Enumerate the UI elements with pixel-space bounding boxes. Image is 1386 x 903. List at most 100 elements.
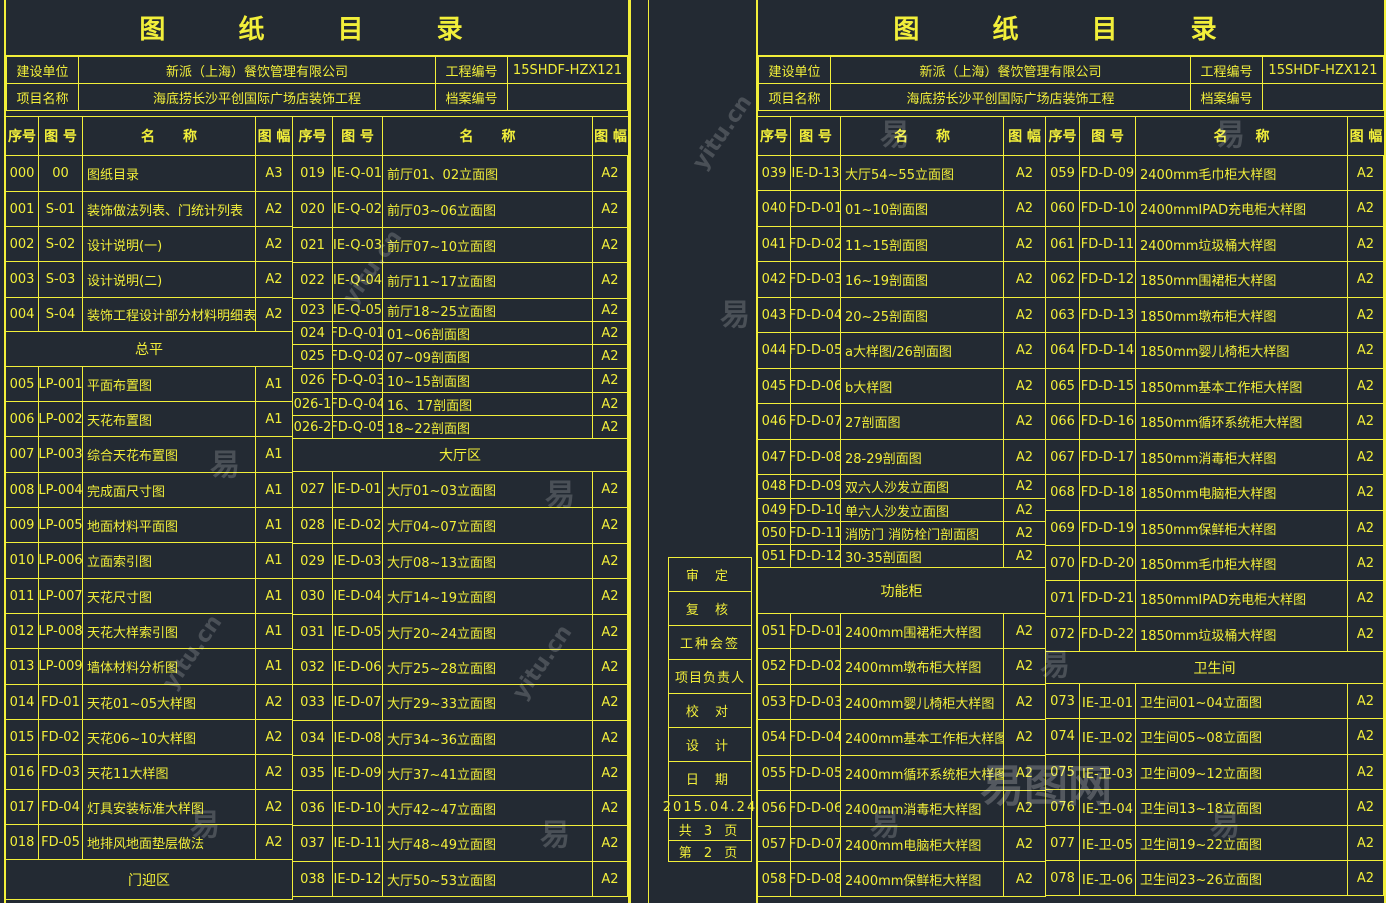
header-name: 名 称 (83, 117, 256, 155)
row-sheet-size: A2 (1004, 298, 1046, 332)
row-drawing-number: FD-D-04 (791, 720, 841, 755)
table-row: 051 FD-D-01 2400mm围裙柜大样图 A2 (758, 614, 1046, 649)
row-drawing-number: FD-05 (39, 825, 83, 859)
row-seq: 063 (1046, 298, 1080, 332)
row-drawing-name: 01~06剖面图 (383, 322, 593, 344)
row-sheet-size: A2 (1348, 191, 1384, 226)
table-row: 021 IE-Q-03 前厅07~10立面图 A2 (293, 228, 628, 263)
row-drawing-number: IE-D-11 (333, 826, 383, 861)
row-seq: 048 (758, 475, 791, 498)
row-sheet-size: A2 (593, 416, 628, 438)
row-sheet-size: A2 (593, 721, 628, 755)
row-drawing-number: IE-D-06 (333, 650, 383, 684)
row-seq: 003 (6, 262, 39, 297)
table-row: 045 FD-D-06 b大样图 A2 (758, 369, 1046, 404)
row-drawing-number: FD-D-07 (791, 404, 841, 439)
row-sheet-size: A1 (256, 367, 293, 401)
row-drawing-name: 前厅01、02立面图 (383, 156, 593, 191)
row-drawing-name: 1850mm消毒柜大样图 (1136, 440, 1348, 474)
project-name-label: 项目名称 (758, 83, 831, 111)
row-seq: 057 (758, 827, 791, 861)
project-code-value: 15SHDF-HZX121 (507, 56, 628, 84)
table-row: 067 FD-D-17 1850mm消毒柜大样图 A2 (1046, 440, 1384, 475)
row-sheet-size: A2 (1004, 791, 1046, 826)
row-sheet-size: A2 (593, 791, 628, 825)
row-sheet-size: A2 (1348, 440, 1384, 474)
row-drawing-name: 天花06~10大样图 (83, 720, 256, 754)
row-seq: 077 (1046, 826, 1080, 860)
row-sheet-size: A2 (1348, 333, 1384, 368)
row-drawing-name: 前厅11~17立面图 (383, 263, 593, 298)
row-seq: 055 (758, 756, 791, 790)
row-drawing-number: FD-Q-05 (333, 416, 383, 438)
table-row: 058 FD-D-08 2400mm保鲜柜大样图 A2 (758, 862, 1046, 897)
row-drawing-number: FD-D-12 (1080, 262, 1136, 297)
row-drawing-number: FD-D-07 (791, 827, 841, 861)
row-seq: 061 (1046, 227, 1080, 261)
row-drawing-name: 2400mm基本工作柜大样图 (841, 720, 1004, 755)
header-size: 图 幅 (594, 129, 627, 145)
row-drawing-name: 消防门 消防栓门剖面图 (841, 522, 1004, 544)
row-drawing-name: 墙体材料分析图 (83, 649, 256, 684)
row-drawing-number: IE-D-01 (333, 472, 383, 507)
row-drawing-name: 1850mm墩布柜大样图 (1136, 298, 1348, 332)
row-seq: 075 (1046, 755, 1080, 789)
row-drawing-name: 天花11大样图 (83, 755, 256, 789)
project-info-table: 建设单位 新派（上海）餐饮管理有限公司 工程编号 15SHDF-HZX121 项… (6, 56, 628, 111)
header-size: 图 幅 (1349, 129, 1383, 145)
table-row: 014 FD-01 天花01~05大样图 A2 (6, 685, 293, 720)
row-seq: 005 (6, 367, 39, 401)
row-sheet-size: A1 (256, 543, 293, 578)
row-sheet-size: A2 (1348, 156, 1384, 190)
row-drawing-name: 平面布置图 (83, 367, 256, 401)
row-drawing-number: S-03 (39, 262, 83, 297)
row-sheet-size: A2 (1348, 684, 1384, 718)
row-drawing-number: FD-Q-03 (333, 369, 383, 392)
row-seq: 047 (758, 440, 791, 474)
archive-value (507, 83, 628, 111)
table-row: 059 FD-D-09 2400mm毛巾柜大样图 A2 (1046, 156, 1384, 191)
row-sheet-size: A2 (593, 508, 628, 543)
project-code-label: 工程编号 (435, 56, 508, 84)
table-row: 004 S-04 装饰工程设计部分材料明细表 A2 (6, 298, 293, 332)
section-heading: 大厅区 (293, 439, 628, 472)
row-seq: 043 (758, 298, 791, 332)
row-drawing-number: IE-卫-02 (1080, 719, 1136, 754)
row-sheet-size: A2 (256, 192, 293, 226)
section-heading: 门迎区 (6, 860, 293, 900)
watermark: yitu.cn (687, 90, 758, 175)
row-drawing-number: LP-003 (39, 437, 83, 472)
row-sheet-size: A2 (1004, 862, 1046, 896)
row-drawing-number: FD-D-12 (791, 545, 841, 567)
row-seq: 051 (758, 614, 791, 648)
table-row: 010 LP-006 立面索引图 A1 (6, 543, 293, 579)
row-sheet-size: A1 (256, 649, 293, 684)
row-drawing-number: FD-D-03 (791, 685, 841, 719)
row-sheet-size: A2 (593, 192, 628, 227)
table-row: 026-1 FD-Q-04 16、17剖面图 A2 (293, 393, 628, 416)
table-row: 009 LP-005 地面材料平面图 A1 (6, 508, 293, 543)
header-seq: 序号 (758, 117, 791, 155)
row-drawing-number: IE-卫-05 (1080, 826, 1136, 860)
header-seq: 序号 (6, 117, 39, 155)
table-row: 020 IE-Q-02 前厅03~06立面图 A2 (293, 192, 628, 228)
table-row: 075 IE-卫-03 卫生间09~12立面图 A2 (1046, 755, 1384, 790)
row-sheet-size: A2 (1004, 191, 1046, 226)
row-seq: 011 (6, 579, 39, 613)
row-drawing-name: 天花布置图 (83, 402, 256, 436)
row-drawing-number: FD-03 (39, 755, 83, 789)
row-seq: 019 (293, 156, 333, 191)
row-drawing-name: 前厅07~10立面图 (383, 228, 593, 262)
row-drawing-number: FD-Q-04 (333, 393, 383, 415)
row-drawing-name: 完成面尺寸图 (83, 473, 256, 507)
project-name-label: 项目名称 (6, 83, 79, 111)
table-row: 029 IE-D-03 大厅08~13立面图 A2 (293, 544, 628, 579)
row-sheet-size: A2 (1348, 298, 1384, 332)
header-size: 图 幅 (1004, 117, 1046, 155)
table-row: 073 IE-卫-01 卫生间01~04立面图 A2 (1046, 684, 1384, 719)
table-row: 053 FD-D-03 2400mm婴儿椅柜大样图 A2 (758, 685, 1046, 720)
signoff-panel: 审 定 复 核 工种会签 项目负责人 校 对 设 计 日 期 2015.04.2… (663, 557, 755, 862)
row-sheet-size: A2 (1004, 369, 1046, 403)
row-drawing-name: 1850mm垃圾桶大样图 (1136, 617, 1348, 651)
row-seq: 023 (293, 299, 333, 321)
